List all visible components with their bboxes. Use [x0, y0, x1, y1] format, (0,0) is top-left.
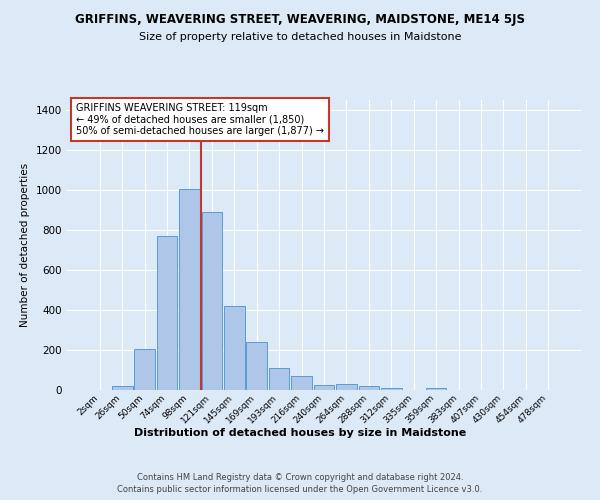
- Text: Distribution of detached houses by size in Maidstone: Distribution of detached houses by size …: [134, 428, 466, 438]
- Bar: [269, 368, 289, 390]
- Bar: [179, 189, 200, 390]
- Text: GRIFFINS, WEAVERING STREET, WEAVERING, MAIDSTONE, ME14 5JS: GRIFFINS, WEAVERING STREET, WEAVERING, M…: [75, 12, 525, 26]
- Bar: [202, 212, 222, 390]
- Bar: [314, 385, 334, 390]
- Bar: [336, 384, 357, 390]
- Text: GRIFFINS WEAVERING STREET: 119sqm
← 49% of detached houses are smaller (1,850)
5: GRIFFINS WEAVERING STREET: 119sqm ← 49% …: [76, 103, 325, 136]
- Bar: [381, 388, 401, 390]
- Bar: [112, 386, 133, 390]
- Bar: [224, 306, 245, 390]
- Bar: [247, 342, 267, 390]
- Bar: [134, 349, 155, 390]
- Bar: [426, 388, 446, 390]
- Text: Contains public sector information licensed under the Open Government Licence v3: Contains public sector information licen…: [118, 485, 482, 494]
- Y-axis label: Number of detached properties: Number of detached properties: [20, 163, 30, 327]
- Text: Size of property relative to detached houses in Maidstone: Size of property relative to detached ho…: [139, 32, 461, 42]
- Bar: [359, 386, 379, 390]
- Text: Contains HM Land Registry data © Crown copyright and database right 2024.: Contains HM Land Registry data © Crown c…: [137, 472, 463, 482]
- Bar: [157, 236, 178, 390]
- Bar: [291, 376, 312, 390]
